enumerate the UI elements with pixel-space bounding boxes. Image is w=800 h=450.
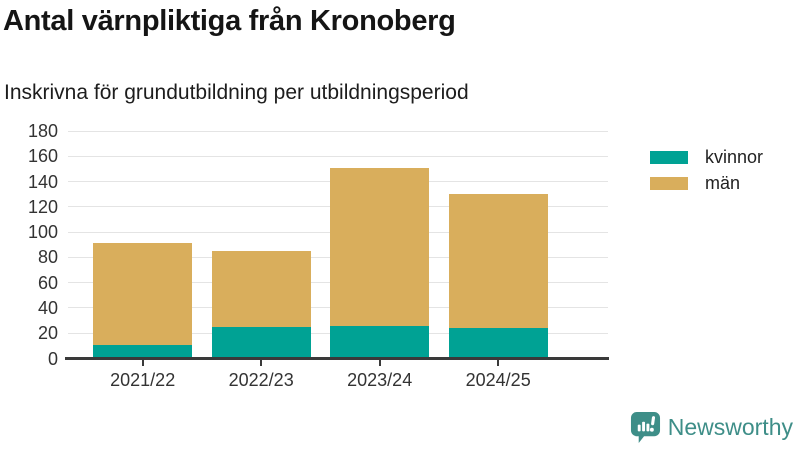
y-axis-label-140: 140 bbox=[27, 171, 58, 192]
bar-segment-män-2024/25 bbox=[448, 194, 548, 329]
newsworthy-brand-name: Newsworthy bbox=[667, 414, 793, 440]
newsworthy-logo-icon bbox=[630, 412, 660, 443]
x-axis-line bbox=[65, 357, 609, 360]
x-axis-tick-2023/24 bbox=[378, 360, 381, 366]
y-axis-label-100: 100 bbox=[27, 222, 58, 243]
y-axis-label-180: 180 bbox=[27, 121, 58, 141]
legend-label-man: män bbox=[705, 173, 741, 193]
y-axis-label-160: 160 bbox=[27, 146, 58, 167]
y-axis-label-40: 40 bbox=[37, 297, 58, 318]
x-axis-tick-2024/25 bbox=[497, 360, 500, 366]
gridline-160 bbox=[68, 155, 608, 157]
gridline-180 bbox=[68, 130, 608, 132]
plot-area: 0 20 40 60 80 100 120 140 160 180 2021/22 2022/23 20… bbox=[28, 121, 609, 390]
legend-item-kvinnor: kvinnor bbox=[650, 148, 763, 166]
y-axis-label-80: 80 bbox=[37, 247, 58, 268]
x-axis-label-2021/22: 2021/22 bbox=[110, 369, 176, 390]
y-axis-label-120: 120 bbox=[27, 196, 58, 217]
legend: kvinnor män bbox=[650, 148, 763, 192]
y-axis-label-20: 20 bbox=[37, 323, 58, 344]
legend-label-kvinnor: kvinnor bbox=[705, 147, 764, 167]
bar-segment-män-2021/22 bbox=[93, 243, 193, 345]
x-axis-label-2023/24: 2023/24 bbox=[347, 369, 413, 390]
legend-swatch-man bbox=[650, 176, 688, 190]
y-axis-label-0: 0 bbox=[47, 348, 58, 369]
bar-segment-kvinnor-2024/25 bbox=[448, 328, 548, 359]
bar-segment-män-2022/23 bbox=[211, 251, 311, 327]
chart-subtitle: Inskrivna för grundutbildning per utbild… bbox=[4, 81, 469, 104]
bar-segment-kvinnor-2023/24 bbox=[330, 325, 430, 359]
legend-swatch-kvinnor bbox=[650, 150, 688, 164]
x-axis-tick-2021/22 bbox=[141, 360, 144, 366]
x-axis-label-2024/25: 2024/25 bbox=[465, 369, 531, 390]
newsworthy-brand[interactable]: Newsworthy bbox=[630, 411, 793, 444]
x-axis-tick-2022/23 bbox=[260, 360, 263, 366]
chart-title: Antal värnpliktiga från Kronoberg bbox=[3, 5, 456, 37]
bar-segment-män-2023/24 bbox=[330, 167, 430, 326]
bar-segment-kvinnor-2021/22 bbox=[93, 344, 193, 359]
x-axis-label-2022/23: 2022/23 bbox=[228, 369, 294, 390]
y-axis-label-60: 60 bbox=[37, 272, 58, 293]
legend-item-man: män bbox=[650, 174, 763, 192]
bar-segment-kvinnor-2022/23 bbox=[211, 326, 311, 359]
